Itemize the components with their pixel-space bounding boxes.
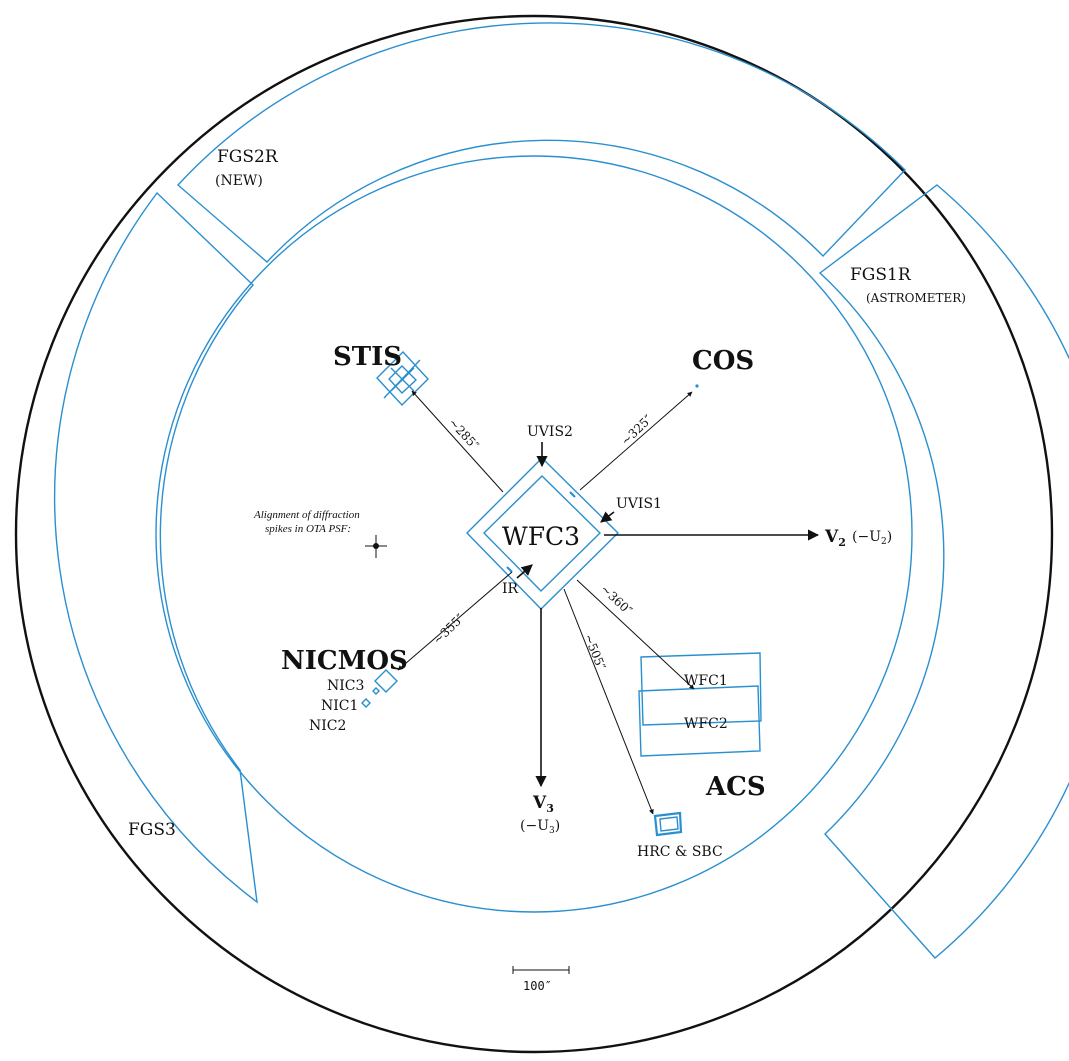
psf-spike-symbol [365, 535, 387, 558]
nic2-label: NIC2 [309, 718, 346, 734]
scale-label: 100″ [523, 979, 552, 993]
uvis2-label: UVIS2 [527, 424, 573, 440]
fgs3-label: FGS3 [128, 820, 176, 840]
fgs1r-label: FGS1R [850, 265, 912, 285]
v3-alt-label: (−U3) [520, 818, 560, 836]
nic1-aperture [373, 688, 379, 694]
scale-bar [513, 966, 569, 974]
wfc1-label: WFC1 [684, 673, 728, 689]
v2-alt-label: (−U2) [852, 529, 892, 547]
acs-hrc-distance: ~505″ [581, 632, 608, 672]
psf-note-line1: Alignment of diffraction [253, 509, 360, 521]
acs-wfc-aperture [639, 653, 761, 756]
fgs2r-label: FGS2R [217, 147, 279, 167]
nicmos-label: NICMOS [281, 646, 408, 676]
v2-label: V2 [824, 527, 846, 549]
fgs2r-field [178, 23, 905, 262]
cos-distance-line [580, 392, 692, 490]
cos-aperture [695, 384, 698, 387]
nic2-aperture [362, 699, 370, 707]
acs-wfc-distance: ~360″ [598, 582, 635, 618]
stis-distance-line [412, 391, 503, 492]
wfc3-label: WFC3 [502, 522, 580, 551]
uvis1-pointer [601, 512, 614, 522]
cos-label: COS [692, 346, 754, 376]
hrc-sbc-label: HRC & SBC [637, 844, 723, 860]
stis-label: STIS [333, 342, 402, 372]
psf-note-line2: spikes in OTA PSF: [265, 523, 351, 535]
nic3-label: NIC3 [327, 678, 364, 694]
nic1-label: NIC1 [321, 698, 358, 714]
ir-pointer [517, 565, 532, 578]
acs-label: ACS [705, 772, 766, 802]
v3-label: V3 [532, 793, 554, 815]
cos-distance: ~325″ [618, 412, 655, 448]
uvis1-label: UVIS1 [616, 496, 662, 512]
nicmos-distance: ~355″ [430, 611, 467, 647]
ir-label: IR [502, 581, 519, 597]
acs-hrc-sbc-aperture [655, 813, 681, 835]
fgs2r-note: (NEW) [215, 173, 263, 189]
fgs1r-note: (ASTROMETER) [866, 291, 966, 305]
wfc2-label: WFC2 [684, 716, 728, 732]
